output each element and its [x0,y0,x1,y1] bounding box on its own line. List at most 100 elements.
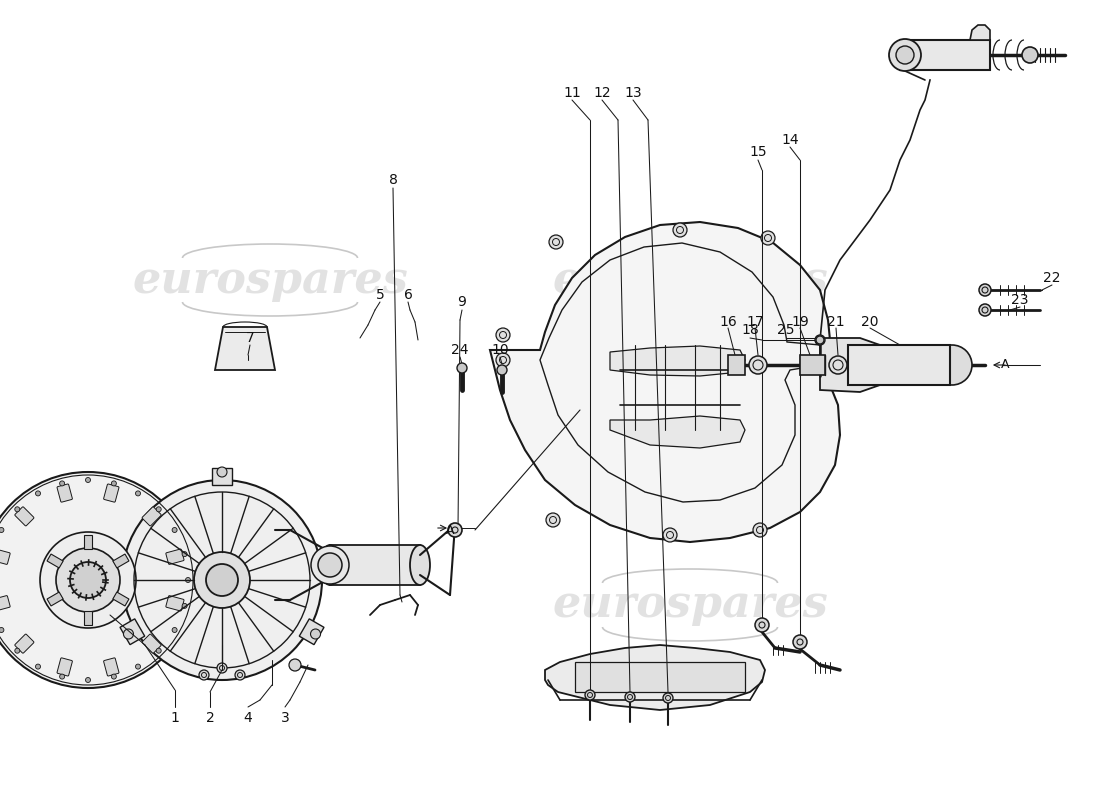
Circle shape [40,532,136,628]
Circle shape [122,480,322,680]
Circle shape [1022,47,1038,63]
Polygon shape [120,619,145,645]
Circle shape [889,39,921,71]
Text: 19: 19 [791,315,808,329]
FancyBboxPatch shape [14,507,34,526]
FancyBboxPatch shape [113,592,129,606]
FancyBboxPatch shape [57,658,73,676]
FancyBboxPatch shape [0,596,10,611]
Circle shape [194,552,250,608]
FancyBboxPatch shape [142,634,162,653]
Text: 3: 3 [280,711,289,725]
Text: 20: 20 [861,315,879,329]
FancyBboxPatch shape [84,535,92,549]
Circle shape [0,627,4,633]
Circle shape [663,693,673,703]
Text: 1: 1 [170,711,179,725]
Polygon shape [544,645,764,710]
Ellipse shape [410,545,430,585]
FancyBboxPatch shape [47,592,63,606]
FancyBboxPatch shape [84,611,92,625]
FancyBboxPatch shape [57,484,73,502]
Circle shape [979,304,991,316]
Circle shape [86,678,90,682]
Circle shape [456,363,468,373]
Text: 18: 18 [741,323,759,337]
Text: A: A [1001,358,1010,371]
FancyBboxPatch shape [103,484,119,502]
Circle shape [59,481,65,486]
Ellipse shape [320,545,340,585]
Text: 4: 4 [243,711,252,725]
Circle shape [56,548,120,612]
Circle shape [979,284,991,296]
Polygon shape [299,619,324,645]
Circle shape [318,553,342,577]
Circle shape [663,528,676,542]
Circle shape [172,627,177,633]
Circle shape [625,692,635,702]
Circle shape [235,670,245,680]
Circle shape [135,664,141,669]
Circle shape [673,223,688,237]
Polygon shape [930,25,990,40]
Circle shape [217,467,227,477]
Polygon shape [330,545,420,585]
Circle shape [896,46,914,64]
FancyBboxPatch shape [166,596,184,611]
Circle shape [35,491,41,496]
Circle shape [123,629,133,639]
Text: 16: 16 [719,315,737,329]
Text: 9: 9 [458,295,466,309]
Circle shape [549,235,563,249]
Circle shape [111,481,117,486]
FancyBboxPatch shape [166,549,184,564]
Circle shape [585,690,595,700]
Text: eurospares: eurospares [552,258,828,302]
Circle shape [311,546,349,584]
Polygon shape [610,346,745,376]
Circle shape [206,564,238,596]
Text: 17: 17 [746,315,763,329]
Circle shape [111,674,117,679]
Circle shape [14,648,20,654]
Circle shape [754,523,767,537]
Circle shape [156,648,162,654]
Circle shape [749,356,767,374]
Text: 7: 7 [245,331,254,345]
FancyBboxPatch shape [14,634,34,653]
Circle shape [932,345,972,385]
Circle shape [289,659,301,671]
FancyBboxPatch shape [113,554,129,568]
Text: 10: 10 [492,343,509,357]
Text: eurospares: eurospares [132,258,408,302]
Circle shape [829,356,847,374]
Circle shape [172,527,177,533]
Text: 12: 12 [593,86,611,100]
Text: 6: 6 [404,288,412,302]
Text: 13: 13 [624,86,641,100]
Text: A: A [446,523,454,537]
Circle shape [59,674,65,679]
Circle shape [546,513,560,527]
Circle shape [755,618,769,632]
Polygon shape [900,40,990,70]
Circle shape [186,578,190,582]
Text: 23: 23 [1011,293,1028,307]
Circle shape [496,328,510,342]
Text: 25: 25 [778,323,794,337]
FancyBboxPatch shape [142,507,162,526]
Polygon shape [610,416,745,448]
Circle shape [816,336,824,344]
Circle shape [815,335,825,345]
Polygon shape [214,327,275,370]
Polygon shape [575,662,745,692]
Polygon shape [800,355,825,375]
Text: 5: 5 [375,288,384,302]
Circle shape [199,670,209,680]
Circle shape [310,629,320,639]
Circle shape [183,552,187,557]
Circle shape [156,506,162,512]
Text: eurospares: eurospares [552,583,828,626]
FancyBboxPatch shape [47,554,63,568]
